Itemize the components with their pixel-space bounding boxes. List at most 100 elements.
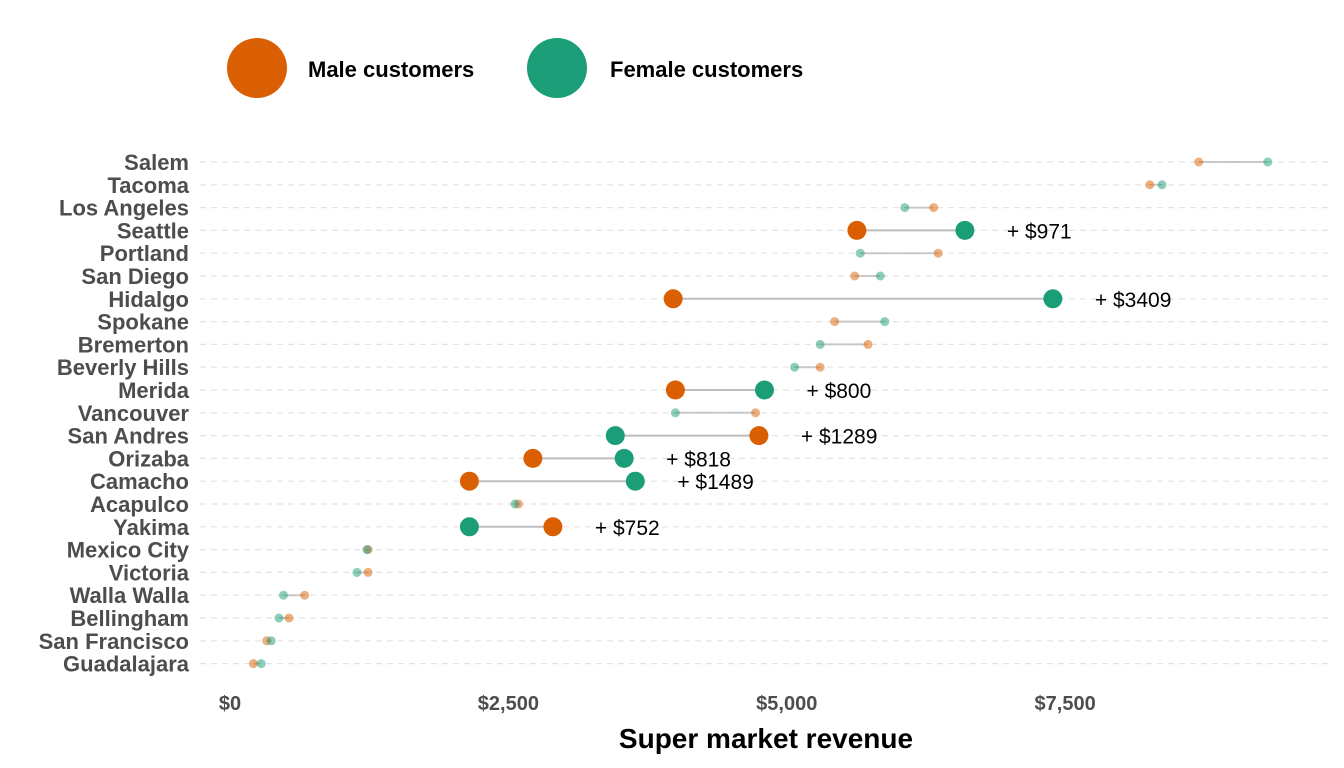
plot-area: + $971 + $3409 + $800 + $1289 + $818+ $1489 +… bbox=[248, 157, 1273, 669]
male-point bbox=[284, 613, 294, 623]
city-label: Hidalgo bbox=[108, 287, 189, 312]
city-row bbox=[670, 408, 761, 418]
city-row bbox=[900, 203, 939, 213]
city-label: Merida bbox=[118, 378, 190, 403]
male-point bbox=[459, 471, 479, 491]
city-row: + $752 bbox=[459, 517, 660, 540]
city-label: Salem bbox=[124, 150, 189, 175]
female-point bbox=[510, 499, 520, 509]
city-label: Spokane bbox=[97, 310, 189, 335]
male-point bbox=[847, 220, 867, 240]
male-point bbox=[300, 590, 310, 600]
male-point bbox=[1145, 180, 1155, 190]
male-point bbox=[543, 517, 563, 537]
city-label: Beverly Hills bbox=[57, 355, 189, 380]
female-point bbox=[754, 380, 774, 400]
x-tick-label: $2,500 bbox=[478, 693, 539, 715]
city-row bbox=[352, 567, 373, 577]
city-row bbox=[790, 362, 825, 372]
city-label: Bremerton bbox=[78, 332, 189, 357]
male-point bbox=[523, 448, 543, 468]
city-row: + $800 bbox=[665, 380, 871, 403]
male-point bbox=[830, 317, 840, 327]
male-point bbox=[665, 380, 685, 400]
city-row: + $3409 bbox=[663, 289, 1172, 312]
city-label: Portland bbox=[100, 241, 189, 266]
city-label: Tacoma bbox=[107, 173, 189, 198]
x-tick-label: $5,000 bbox=[756, 693, 817, 715]
legend: Male customers Female customers bbox=[227, 38, 803, 98]
city-row bbox=[510, 499, 523, 509]
x-axis-title: Super market revenue bbox=[619, 723, 913, 754]
female-point bbox=[790, 362, 800, 372]
city-label: Vancouver bbox=[78, 401, 190, 426]
female-point bbox=[278, 590, 288, 600]
city-row bbox=[855, 248, 943, 258]
city-row bbox=[830, 317, 890, 327]
legend-label-female: Female customers bbox=[610, 57, 803, 82]
city-label: San Diego bbox=[81, 264, 189, 289]
male-point bbox=[815, 362, 825, 372]
female-point bbox=[955, 220, 975, 240]
gridlines bbox=[200, 161, 1330, 665]
city-row bbox=[262, 636, 276, 646]
x-axis: $0 $2,500 $5,000 $7,500 bbox=[219, 693, 1096, 715]
female-point bbox=[670, 408, 680, 418]
difference-label: + $818 bbox=[666, 448, 731, 471]
city-row bbox=[850, 271, 885, 281]
male-point bbox=[663, 289, 683, 309]
male-point bbox=[933, 248, 943, 258]
difference-label: + $1289 bbox=[801, 426, 878, 449]
city-row bbox=[278, 590, 310, 600]
difference-label: + $971 bbox=[1007, 220, 1072, 243]
city-label: Yakima bbox=[113, 515, 190, 540]
legend-swatch-male bbox=[227, 38, 287, 98]
city-label: Seattle bbox=[117, 218, 189, 243]
female-point bbox=[1157, 180, 1167, 190]
female-point bbox=[274, 613, 284, 623]
male-point bbox=[248, 659, 258, 669]
difference-label: + $3409 bbox=[1095, 289, 1172, 312]
city-label: San Francisco bbox=[39, 629, 189, 654]
city-label: Victoria bbox=[109, 560, 190, 585]
female-point bbox=[900, 203, 910, 213]
city-row bbox=[274, 613, 294, 623]
city-row: + $818 bbox=[523, 448, 731, 471]
city-row bbox=[1145, 180, 1167, 190]
city-label: Guadalajara bbox=[63, 652, 190, 677]
male-point bbox=[929, 203, 939, 213]
city-row bbox=[362, 545, 373, 555]
male-point bbox=[863, 339, 873, 349]
female-point bbox=[256, 659, 266, 669]
male-point bbox=[1194, 157, 1204, 167]
city-label: Walla Walla bbox=[70, 583, 190, 608]
difference-label: + $1489 bbox=[677, 471, 754, 494]
city-row bbox=[248, 659, 266, 669]
x-tick-label: $7,500 bbox=[1035, 693, 1096, 715]
city-label: Bellingham bbox=[70, 606, 189, 631]
female-point bbox=[605, 426, 625, 446]
city-label: Orizaba bbox=[108, 446, 189, 471]
male-point bbox=[363, 567, 373, 577]
difference-label: + $800 bbox=[806, 380, 871, 403]
city-row bbox=[815, 339, 873, 349]
female-point bbox=[880, 317, 890, 327]
female-point bbox=[875, 271, 885, 281]
female-point bbox=[815, 339, 825, 349]
city-row: + $971 bbox=[847, 220, 1072, 243]
female-point bbox=[1043, 289, 1063, 309]
female-point bbox=[1263, 157, 1273, 167]
city-row: + $1489 bbox=[459, 471, 754, 494]
female-point bbox=[855, 248, 865, 258]
male-point bbox=[850, 271, 860, 281]
city-label: Acapulco bbox=[90, 492, 189, 517]
male-point bbox=[751, 408, 761, 418]
legend-label-male: Male customers bbox=[308, 57, 474, 82]
female-point bbox=[625, 471, 645, 491]
x-tick-label: $0 bbox=[219, 693, 241, 715]
difference-label: + $752 bbox=[595, 517, 660, 540]
female-point bbox=[614, 448, 634, 468]
male-point bbox=[749, 426, 769, 446]
